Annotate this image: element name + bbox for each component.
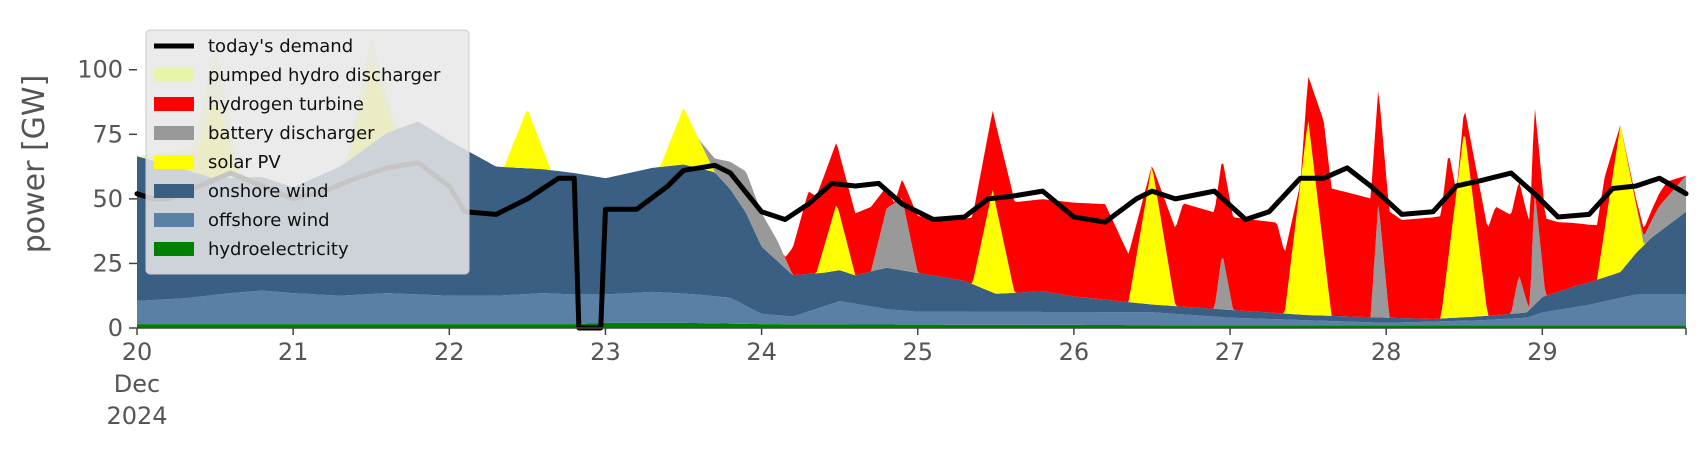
x-tick-label: 27 — [1215, 338, 1246, 366]
y-axis-label: power [GW] — [17, 75, 52, 254]
legend-swatch — [154, 184, 194, 198]
x-tick-label: 21 — [278, 338, 309, 366]
y-tick-label: 75 — [92, 120, 123, 148]
legend-label: pumped hydro discharger — [208, 65, 441, 86]
x-tick-label: 26 — [1059, 338, 1090, 366]
x-tick-label: 24 — [746, 338, 777, 366]
area-offshore-wind — [137, 290, 1686, 326]
legend-label: hydrogen turbine — [208, 94, 364, 115]
x-tick-label: 25 — [902, 338, 933, 366]
x-tick-label: 22 — [434, 338, 465, 366]
x-tick-label: 28 — [1371, 338, 1402, 366]
legend-label: today's demand — [208, 36, 353, 57]
y-tick-label: 50 — [92, 185, 123, 213]
y-tick-label: 0 — [108, 314, 123, 342]
legend-label: battery discharger — [208, 123, 375, 144]
legend-swatch — [154, 97, 194, 111]
y-tick-label: 100 — [77, 56, 123, 84]
legend-swatch — [154, 155, 194, 169]
legend-box — [145, 29, 470, 275]
legend-swatch — [154, 242, 194, 256]
y-tick-label: 25 — [92, 249, 123, 277]
legend-swatch — [154, 213, 194, 227]
x-tick-label: 29 — [1527, 338, 1558, 366]
legend-label: onshore wind — [208, 181, 329, 202]
legend-label: offshore wind — [208, 210, 330, 231]
legend: today's demand pumped hydro discharger hyd… — [145, 29, 470, 275]
area-onshore-wind — [137, 121, 1686, 323]
legend-swatch — [154, 126, 194, 140]
legend-swatch — [154, 68, 194, 82]
x-tick-label: 20 Dec 2024 — [106, 338, 167, 430]
area-battery-discharger — [137, 61, 1686, 319]
area-solar-pv — [137, 61, 1686, 319]
area-hydroelectricity — [137, 322, 1686, 328]
legend-label: hydroelectricity — [208, 239, 349, 260]
x-tick-label: 23 — [590, 338, 621, 366]
axes-group: 20 Dec 2024 21 22 23 24 25 26 27 28 29 0 25 50 75 100 — [77, 56, 1687, 430]
legend-label: solar PV — [208, 152, 281, 173]
